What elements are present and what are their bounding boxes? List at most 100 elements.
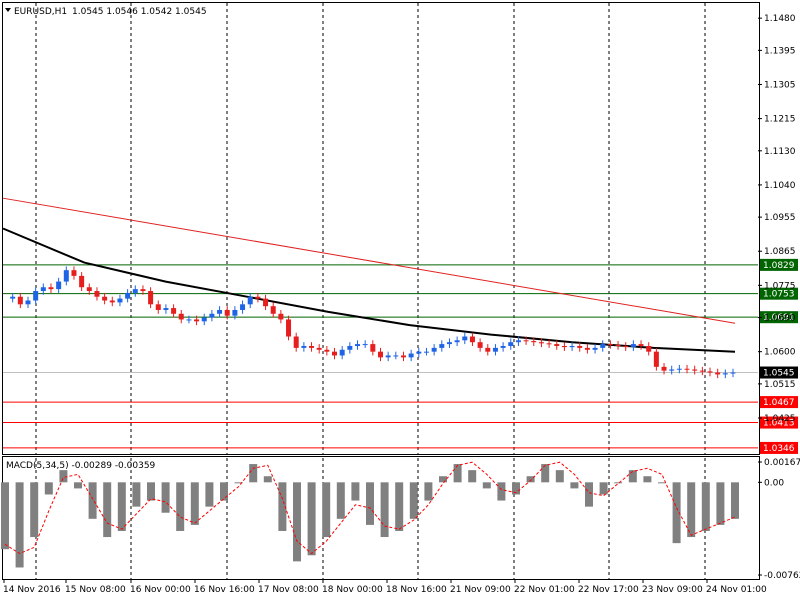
candle-body-67: [515, 340, 521, 343]
candle-body-86: [661, 366, 667, 371]
macd-signal-line: [4, 461, 736, 555]
macd-bar-13: [190, 482, 199, 525]
candle-body-32: [247, 296, 253, 305]
candle-body-64: [492, 347, 498, 352]
macd-bar-44: [643, 476, 652, 483]
candle-body-84: [646, 345, 652, 352]
price-tick-label-2: 1.1305: [764, 80, 796, 90]
price-tick-label-6: 1.0955: [764, 213, 796, 223]
candle-body-72: [554, 344, 560, 346]
macd-bar-16: [234, 482, 243, 484]
candle-body-47: [362, 344, 368, 346]
time-label-2: 16 Nov 00:00: [130, 585, 191, 595]
macd-signal: [4, 461, 736, 555]
macd-bar-49: [716, 482, 725, 525]
candle-body-19: [148, 291, 154, 305]
time-label-6: 18 Nov 16:00: [386, 585, 447, 595]
macd-bar-12: [176, 482, 185, 531]
macd-bar-45: [658, 482, 666, 484]
price-tick-label-9: 1.0690: [764, 314, 796, 324]
macd-bar-50: [731, 482, 739, 519]
macd-bar-30: [439, 476, 447, 483]
macd-bar-38: [555, 470, 564, 483]
candle-body-83: [638, 344, 644, 346]
candle-body-48: [370, 344, 376, 352]
candle-body-29: [224, 309, 230, 316]
candle-body-33: [255, 296, 261, 299]
candle-body-56: [431, 347, 437, 352]
candle-body-88: [676, 368, 682, 370]
candle-body-51: [393, 355, 399, 357]
candle-body-93: [715, 372, 721, 375]
ma-line: [2, 227, 736, 353]
candle-body-9: [71, 270, 77, 276]
price-axis: 1.1480 1.1395 1.1305 1.1215 1.1130 1.1040 1.09…: [758, 14, 796, 424]
chevron-down-icon[interactable]: [5, 8, 11, 12]
main-panel-frame: [2, 2, 760, 455]
price-tick-label-12: 1.0425: [764, 414, 796, 424]
macd-bar-0: [1, 482, 9, 550]
candle-body-6: [48, 287, 54, 290]
horizontal-levels: 1.0829 1.0753 1.0691 1.0467 1.0413 1.0346 1.05…: [3, 258, 798, 454]
macd-tick-label-2: -0.00762: [764, 571, 800, 581]
macd-tick-label-0: 0.00167: [764, 458, 800, 468]
candle-body-81: [623, 345, 629, 348]
candle-body-16: [125, 292, 131, 299]
level-label-0: 1.0829: [763, 261, 795, 271]
macd-bar-39: [570, 482, 579, 489]
time-label-9: 22 Nov 17:00: [578, 585, 639, 595]
macd-bar-6: [88, 482, 97, 519]
price-tick-label-0: 1.1480: [764, 14, 796, 24]
candle-body-62: [477, 342, 483, 348]
candle-body-57: [439, 344, 445, 348]
candles: [10, 266, 736, 379]
candle-body-38: [293, 336, 299, 348]
candle-body-53: [408, 353, 414, 358]
candle-body-46: [355, 344, 361, 346]
candle-body-41: [316, 347, 322, 350]
price-tick-label-5: 1.1040: [764, 181, 796, 191]
candle-body-58: [446, 342, 452, 345]
current-price-box: [760, 366, 798, 379]
macd-tick-label-1: 0.00: [764, 478, 784, 488]
level-label-box-5: [760, 441, 798, 454]
macd-bar-20: [293, 482, 301, 562]
level-label-2: 1.0691: [763, 313, 795, 323]
macd-bar-1: [15, 482, 24, 568]
macd-bar-26: [380, 482, 389, 538]
candle-body-85: [653, 351, 659, 367]
level-label-box-4: [760, 416, 798, 429]
candle-body-77: [592, 347, 598, 350]
level-label-4: 1.0413: [763, 419, 795, 429]
macd-bar-18: [263, 476, 272, 483]
candle-body-89: [684, 368, 690, 370]
candle-body-20: [155, 304, 161, 310]
level-label-box-0: [760, 258, 798, 271]
macd-bar-14: [205, 482, 214, 507]
candle-body-91: [699, 370, 705, 372]
candle-body-30: [232, 309, 238, 316]
price-tick-label-4: 1.1130: [764, 147, 796, 157]
candle-body-59: [454, 340, 460, 343]
macd-bar-41: [599, 482, 608, 495]
candle-body-5: [40, 287, 46, 292]
macd-bar-47: [687, 482, 696, 538]
candle-body-78: [600, 344, 606, 348]
candle-body-11: [86, 287, 92, 292]
level-label-3: 1.0467: [763, 398, 795, 408]
candle-body-44: [339, 349, 345, 356]
macd-bar-32: [468, 470, 477, 483]
candle-body-15: [117, 298, 123, 303]
candle-body-4: [33, 291, 39, 301]
candle-body-69: [531, 341, 537, 343]
macd-bar-2: [30, 482, 39, 538]
candle-body-3: [25, 300, 31, 305]
price-tick-label-3: 1.1215: [764, 115, 796, 125]
time-label-4: 17 Nov 08:00: [258, 585, 319, 595]
candle-body-63: [485, 347, 491, 352]
candle-body-82: [630, 344, 636, 348]
candle-body-28: [217, 309, 223, 314]
candle-body-31: [240, 304, 246, 310]
candle-body-52: [400, 355, 406, 358]
